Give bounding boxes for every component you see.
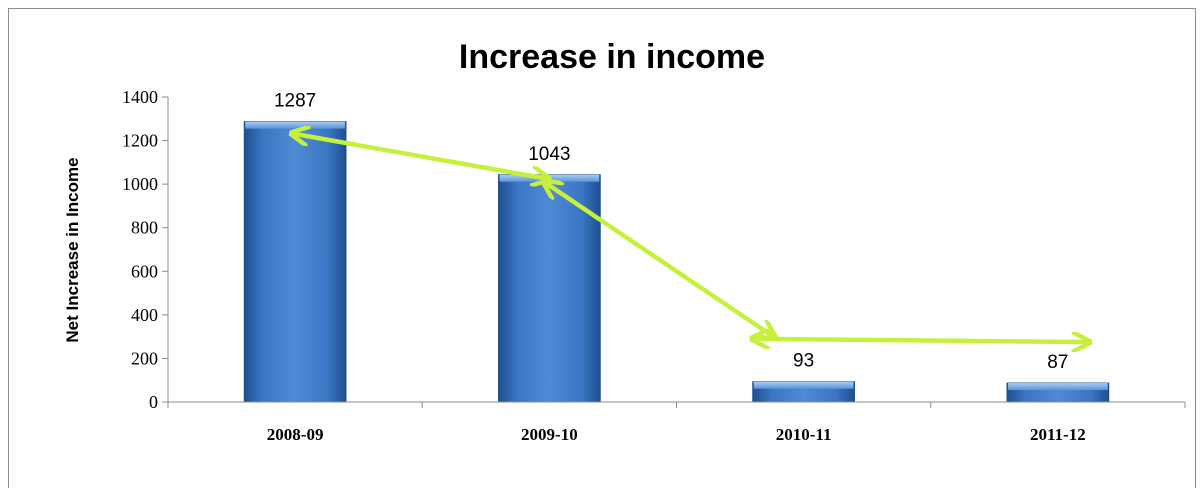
- bar-2011-12: [1006, 382, 1110, 403]
- y-tick-label: 1200: [122, 131, 158, 151]
- bar-bevel: [753, 381, 854, 389]
- x-tick-label: 2011-12: [1030, 425, 1086, 444]
- bar-series: [243, 121, 1110, 403]
- bar-2008-09: [243, 121, 347, 403]
- trend-arrow: [293, 134, 547, 179]
- x-tick-label: 2009-10: [521, 425, 578, 444]
- y-tick-label: 400: [131, 305, 158, 325]
- data-label: 1043: [528, 144, 570, 165]
- x-tick-label: 2008-09: [267, 425, 324, 444]
- y-tick-label: 0: [149, 392, 158, 412]
- data-labels: 1287 1043 93 87: [274, 91, 1068, 373]
- chart-title: Increase in income: [459, 38, 765, 76]
- bar-bevel: [245, 121, 345, 129]
- x-tick-label: 2010-11: [776, 425, 832, 444]
- y-axis-label: Net Increase in Income: [63, 157, 82, 342]
- y-axis: 0 200 400 600 800 1000 1200 1400: [122, 87, 169, 412]
- bar-2010-11: [752, 381, 855, 403]
- trend-arrows: [293, 134, 1088, 342]
- y-tick-label: 600: [131, 261, 158, 281]
- y-tick-label: 200: [131, 348, 158, 368]
- bar: [243, 121, 347, 403]
- trend-arrow: [754, 339, 1088, 342]
- y-tick-label: 800: [131, 218, 158, 238]
- x-axis: 2008-09 2009-10 2010-11 2011-12: [167, 401, 1186, 444]
- bar-chart: Increase in income Net Increase in Incom…: [63, 38, 1186, 444]
- data-label: 1287: [274, 91, 316, 112]
- data-label: 93: [793, 351, 814, 372]
- data-label: 87: [1047, 352, 1068, 373]
- trend-arrow: [545, 183, 773, 337]
- bar-bevel: [1008, 383, 1108, 391]
- y-tick-label: 1000: [122, 174, 158, 194]
- y-tick-label: 1400: [122, 87, 158, 107]
